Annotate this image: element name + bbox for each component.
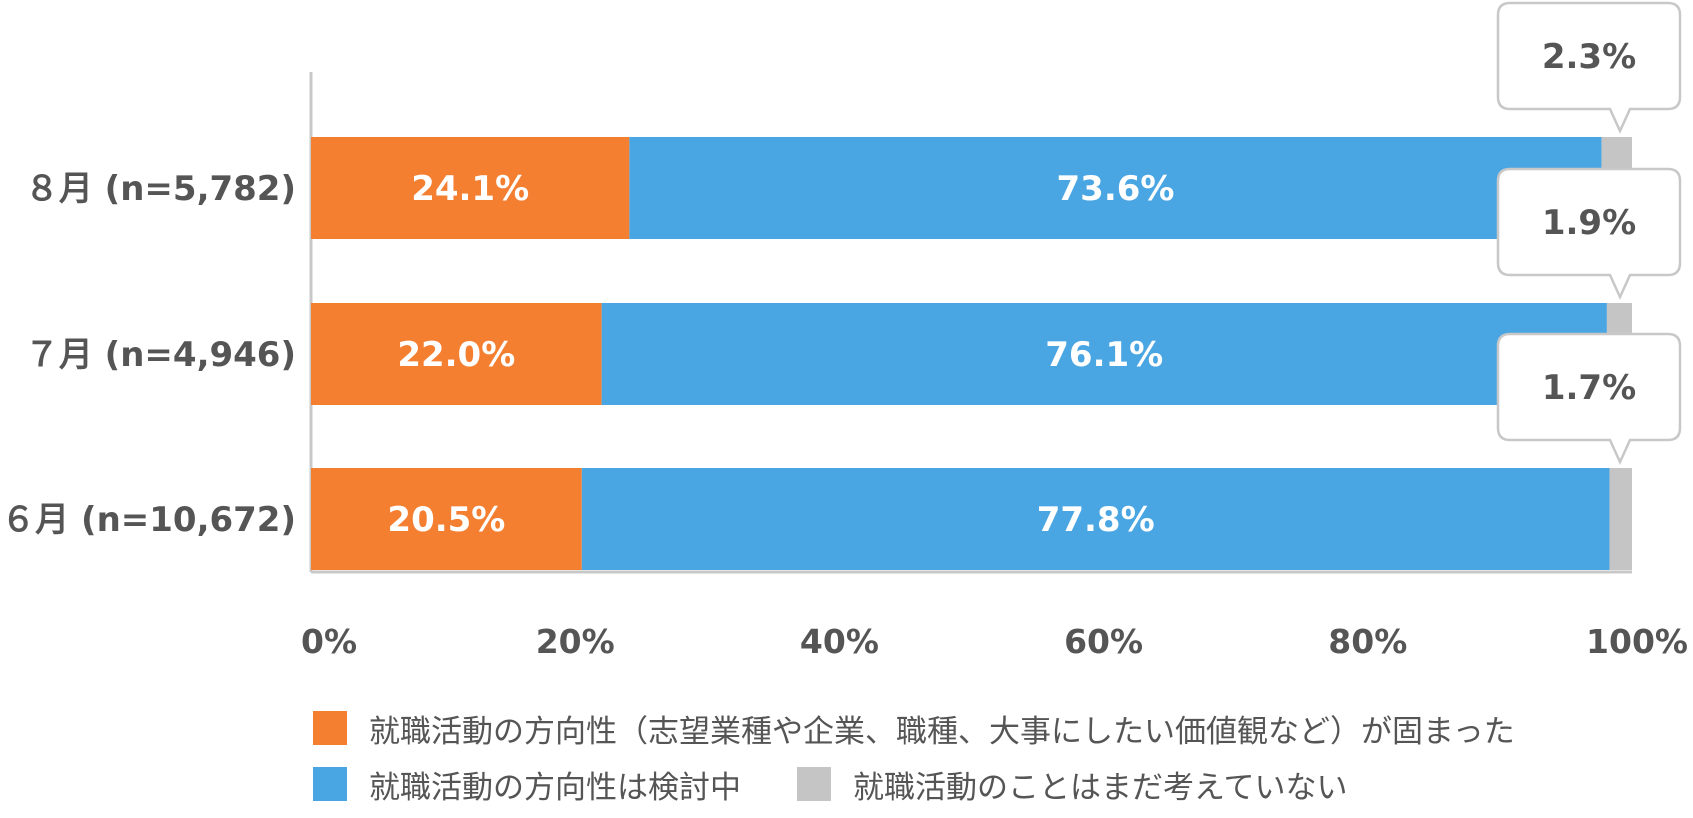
x-tick-label: 60% (1064, 622, 1143, 661)
x-tick-label: 0% (301, 622, 357, 661)
segment-value-label: 20.5% (387, 500, 505, 540)
segment-value-label: 77.8% (1037, 500, 1155, 540)
legend-item-considering: 就職活動の方向性は検討中 (313, 762, 741, 807)
callout-value-label: 2.3% (1542, 37, 1636, 77)
category-label: ６月 (n=10,672) (1, 500, 296, 540)
legend-swatch-gray (797, 767, 831, 801)
bar-segment-2-1 (311, 303, 602, 405)
segment-value-label: 76.1% (1045, 335, 1163, 375)
bar-segment-1-1 (311, 137, 630, 239)
legend-swatch-orange (313, 711, 347, 745)
segment-value-label: 24.1% (411, 169, 529, 209)
bar-segment-1-2 (629, 137, 1602, 239)
segment-value-label: 73.6% (1057, 169, 1175, 209)
category-label: ７月 (n=4,946) (25, 335, 296, 375)
category-label: ８月 (n=5,782) (25, 169, 296, 209)
x-tick-label: 80% (1328, 622, 1407, 661)
legend-swatch-blue (313, 767, 347, 801)
segment-value-label: 22.0% (397, 335, 515, 375)
callout-box (1496, 167, 1682, 301)
legend-row-1: 就職活動の方向性（志望業種や企業、職種、大事にしたい価値観など）が固まった (313, 700, 1683, 756)
callout-value-label: 1.9% (1542, 203, 1636, 243)
legend-label-fixed: 就職活動の方向性（志望業種や企業、職種、大事にしたい価値観など）が固まった (369, 713, 1515, 750)
bar-segment-2-2 (601, 303, 1607, 405)
legend-item-fixed: 就職活動の方向性（志望業種や企業、職種、大事にしたい価値観など）が固まった (313, 706, 1515, 751)
legend-item-not-yet: 就職活動のことはまだ考えていない (797, 762, 1347, 807)
legend-label-not-yet: 就職活動のことはまだ考えていない (853, 769, 1348, 806)
bar-segment-3-3 (1609, 468, 1632, 570)
legend: 就職活動の方向性（志望業種や企業、職種、大事にしたい価値観など）が固まった 就職… (313, 700, 1683, 812)
stacked-bar-chart: 24.1% 73.6% ８月 (n=5,782) 22.0% 76.1% ７月 (n=4,… (1, 1, 1688, 661)
callout-value-label: 1.7% (1542, 368, 1636, 408)
legend-label-considering: 就職活動の方向性は検討中 (369, 769, 741, 806)
callout-box (1496, 1, 1682, 135)
x-tick-label: 100% (1586, 622, 1688, 661)
legend-row-2: 就職活動の方向性は検討中 就職活動のことはまだ考えていない (313, 756, 1683, 812)
x-tick-label: 20% (536, 622, 615, 661)
callout-box (1496, 332, 1682, 466)
bar-segment-3-1 (311, 468, 582, 570)
x-tick-label: 40% (800, 622, 879, 661)
bar-segment-3-2 (581, 468, 1610, 570)
